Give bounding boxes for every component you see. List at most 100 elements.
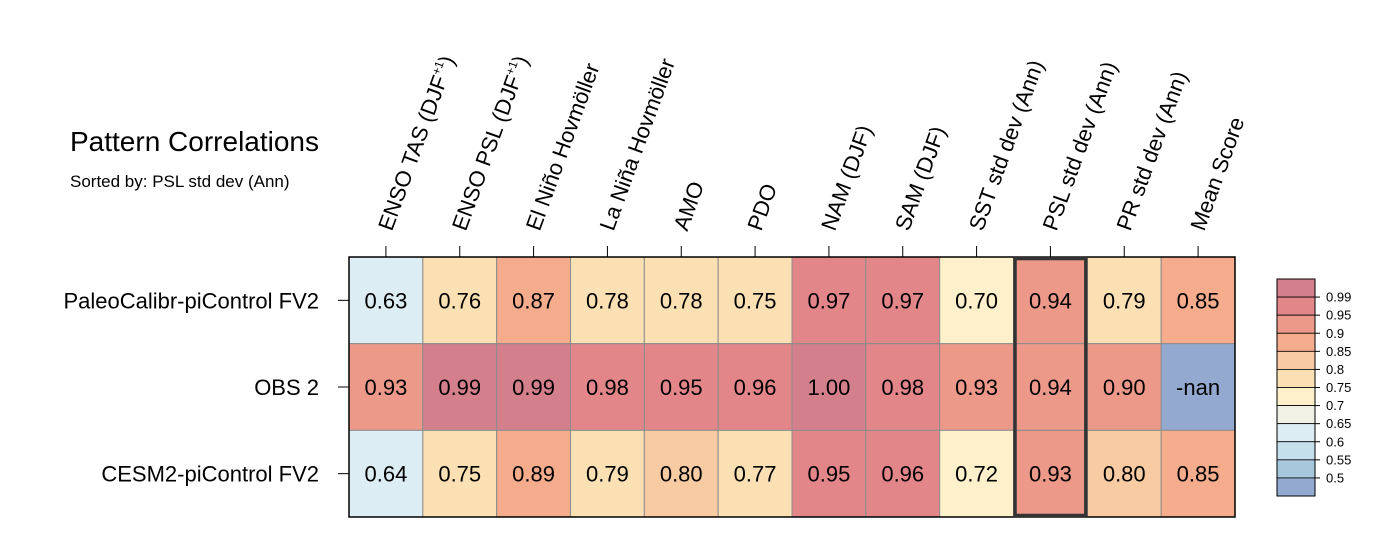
cell-value-label: 0.63 bbox=[365, 288, 408, 313]
legend-swatch bbox=[1276, 441, 1316, 461]
column-label: El Niño Hovmöller bbox=[521, 60, 605, 234]
legend-swatch bbox=[1276, 477, 1316, 497]
heatmap-cell bbox=[1160, 343, 1236, 431]
heatmap-cell bbox=[791, 429, 867, 518]
chart-title: Pattern Correlations bbox=[70, 126, 320, 157]
legend-swatch bbox=[1276, 278, 1316, 298]
column-label: ENSO PSL (DJF+1) bbox=[447, 52, 533, 233]
legend-swatch bbox=[1276, 423, 1316, 443]
heatmap-cell bbox=[1086, 429, 1162, 518]
legend-swatch bbox=[1276, 332, 1316, 352]
cell-value-label: 0.76 bbox=[438, 288, 481, 313]
cell-value-label: 0.79 bbox=[1103, 288, 1146, 313]
column-label: PR std dev (Ann) bbox=[1111, 68, 1192, 234]
legend-level-label: 0.65 bbox=[1326, 416, 1351, 431]
heatmap-cell bbox=[348, 256, 424, 345]
cell-value-label: 0.90 bbox=[1103, 375, 1146, 400]
cell-value-label: 0.85 bbox=[1177, 462, 1220, 487]
heatmap-cell bbox=[791, 256, 867, 345]
legend-level-label: 0.95 bbox=[1326, 308, 1351, 323]
highlighted-column-frame bbox=[1013, 256, 1088, 518]
chart-subtitle: Sorted by: PSL std dev (Ann) bbox=[70, 172, 290, 191]
legend-level-label: 0.8 bbox=[1326, 362, 1344, 377]
heatmap-cell bbox=[939, 256, 1015, 345]
heatmap-cell bbox=[791, 343, 867, 431]
cell-value-label: 0.87 bbox=[512, 288, 555, 313]
column-label: NAM (DJF) bbox=[816, 122, 877, 234]
cell-value-label: 0.79 bbox=[586, 462, 629, 487]
legend-swatch bbox=[1276, 405, 1316, 425]
heatmap-cell bbox=[865, 429, 941, 518]
cell-value-label: 0.95 bbox=[808, 462, 851, 487]
heatmap-cell bbox=[1013, 343, 1088, 431]
legend-level-label: 0.85 bbox=[1326, 344, 1351, 359]
cell-value-label: 0.93 bbox=[365, 375, 408, 400]
legend-swatch bbox=[1276, 459, 1316, 479]
cell-value-label: 0.70 bbox=[955, 288, 998, 313]
cell-value-label: 0.99 bbox=[438, 375, 481, 400]
legend-level-label: 0.5 bbox=[1326, 470, 1344, 485]
cell-value-label: 0.99 bbox=[512, 375, 555, 400]
column-label: Mean Score bbox=[1185, 114, 1249, 234]
cell-value-label: 0.97 bbox=[881, 288, 924, 313]
cell-value-label: 0.96 bbox=[734, 375, 777, 400]
legend-level-label: 0.75 bbox=[1326, 380, 1351, 395]
cell-value-label: 0.93 bbox=[1029, 462, 1072, 487]
cell-value-label: 0.80 bbox=[1103, 462, 1146, 487]
legend-swatch bbox=[1276, 314, 1316, 334]
legend-swatch bbox=[1276, 387, 1316, 406]
legend-level-label: 0.6 bbox=[1326, 434, 1344, 449]
cell-value-label: 0.85 bbox=[1177, 288, 1220, 313]
cell-value-label: 0.93 bbox=[955, 375, 998, 400]
cell-value-label: 0.77 bbox=[734, 462, 777, 487]
heatmap-cell bbox=[717, 343, 793, 431]
cell-value-label: 0.95 bbox=[660, 375, 703, 400]
cell-value-label: 1.00 bbox=[808, 375, 851, 400]
legend-swatch bbox=[1276, 350, 1316, 370]
heatmap-cell bbox=[1013, 429, 1088, 518]
cell-value-label: 0.72 bbox=[955, 462, 998, 487]
legend-level-label: 0.99 bbox=[1326, 290, 1351, 305]
cell-value-label: 0.78 bbox=[660, 288, 703, 313]
cell-value-label: 0.89 bbox=[512, 462, 555, 487]
column-label: SST std dev (Ann) bbox=[964, 57, 1049, 234]
cell-value-label: 0.75 bbox=[438, 462, 481, 487]
cell-value-label: 0.98 bbox=[586, 375, 629, 400]
cell-value-label: 0.75 bbox=[734, 288, 777, 313]
heatmap-cell bbox=[1086, 256, 1162, 345]
heatmap-cell bbox=[422, 429, 498, 518]
cell-value-label: 0.80 bbox=[660, 462, 703, 487]
row-label: OBS 2 bbox=[254, 375, 319, 400]
column-label: La Niña Hovmöller bbox=[595, 55, 680, 234]
legend-level-label: 0.7 bbox=[1326, 398, 1344, 413]
heatmap-cell bbox=[570, 429, 645, 518]
column-label: AMO bbox=[668, 178, 709, 234]
cell-value-label: 0.96 bbox=[881, 462, 924, 487]
heatmap-cell bbox=[1160, 429, 1236, 518]
heatmap-cell bbox=[422, 343, 498, 431]
cell-value-label: 0.78 bbox=[586, 288, 629, 313]
column-label: PSL std dev (Ann) bbox=[1038, 58, 1122, 234]
cell-value-label: 0.97 bbox=[808, 288, 851, 313]
cell-value-label: 0.94 bbox=[1029, 375, 1072, 400]
cell-value-label: 0.98 bbox=[881, 375, 924, 400]
column-label: ENSO TAS (DJF+1) bbox=[373, 52, 459, 233]
heatmap-cell bbox=[865, 343, 941, 431]
heatmap-cell bbox=[643, 343, 719, 431]
legend-swatch bbox=[1276, 369, 1316, 388]
heatmap-cell bbox=[939, 429, 1015, 518]
heatmap-cell bbox=[570, 343, 645, 431]
cell-value-label: 0.64 bbox=[365, 462, 408, 487]
row-label: CESM2-piControl FV2 bbox=[101, 462, 319, 487]
cell-value-label: -nan bbox=[1176, 375, 1220, 400]
legend-level-label: 0.9 bbox=[1326, 326, 1344, 341]
heatmap-cell bbox=[496, 343, 571, 431]
legend-level-label: 0.55 bbox=[1326, 452, 1351, 467]
row-label: PaleoCalibr-piControl FV2 bbox=[63, 288, 319, 313]
cell-value-label: 0.94 bbox=[1029, 288, 1072, 313]
legend-swatch bbox=[1276, 296, 1316, 316]
heatmap-cell bbox=[496, 429, 571, 518]
column-label: PDO bbox=[742, 180, 782, 233]
heatmap-cell bbox=[643, 429, 719, 518]
